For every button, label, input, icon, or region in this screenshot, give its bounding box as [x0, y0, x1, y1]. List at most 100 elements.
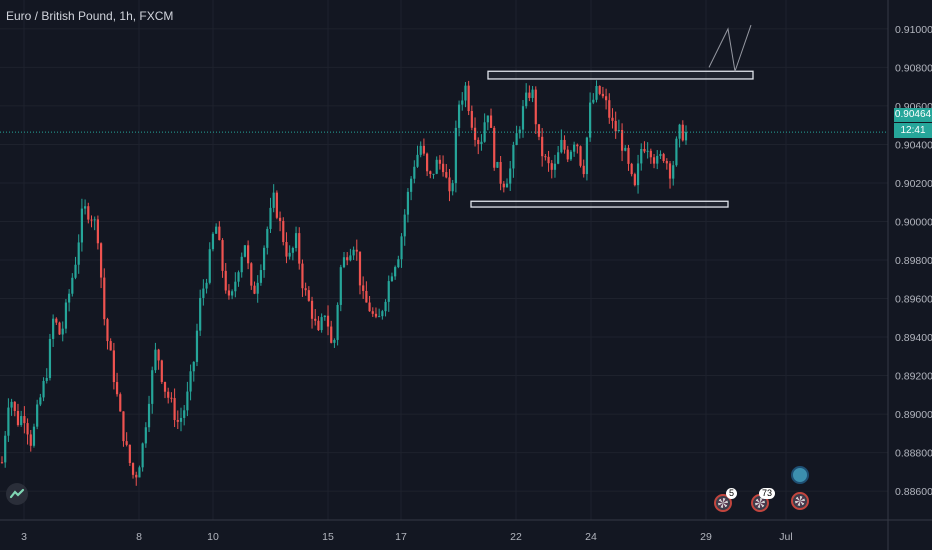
candle-body — [413, 166, 416, 179]
candle-body — [646, 150, 649, 152]
candle-body — [493, 127, 496, 168]
tradingview-logo-icon[interactable] — [6, 483, 28, 505]
price-tick-label: 0.90000 — [895, 216, 932, 228]
price-tick-label: 0.89600 — [895, 294, 932, 306]
candle-body — [678, 124, 681, 139]
candle-body — [7, 407, 10, 436]
economic-event-flag-icon[interactable] — [714, 494, 732, 512]
candle-body — [422, 145, 426, 154]
candle-body — [531, 89, 534, 98]
candle-body — [390, 276, 394, 282]
candle-body — [419, 145, 422, 155]
candle-body — [352, 249, 355, 256]
time-tick-label: 17 — [395, 531, 407, 543]
candle-body — [505, 183, 509, 188]
candle-body — [253, 285, 256, 294]
candle-body — [384, 301, 387, 312]
candle-body — [477, 139, 480, 145]
candle-body — [467, 85, 470, 112]
price-tick-label: 0.88800 — [895, 448, 932, 460]
candle-body — [64, 302, 68, 329]
candle-body — [620, 130, 624, 151]
candle-body — [461, 100, 464, 105]
candle-body — [668, 163, 672, 179]
candle-body — [457, 104, 461, 128]
candle-body — [592, 99, 595, 103]
price-tick-label: 0.89000 — [895, 409, 932, 421]
candle-body — [237, 272, 240, 282]
candle-body — [288, 252, 291, 257]
candle-body — [681, 124, 684, 141]
candle-body — [262, 247, 266, 271]
candle-body — [29, 434, 32, 446]
candle-body — [294, 233, 298, 248]
candle-body — [633, 174, 636, 186]
candle-body — [537, 124, 541, 137]
candle-body — [365, 290, 368, 303]
price-tick-label: 0.90400 — [895, 139, 932, 151]
candle-body — [163, 381, 167, 392]
time-tick-label: 15 — [322, 531, 334, 543]
candle-body — [144, 427, 147, 444]
candle-body — [275, 192, 278, 218]
candle-body — [362, 285, 365, 291]
candle-body — [541, 136, 544, 157]
candle-body — [323, 315, 326, 318]
candle-body — [566, 149, 569, 160]
time-tick-label: 3 — [21, 531, 27, 543]
candle-body — [368, 302, 371, 312]
time-axis: 3 8 10 15 17 22 24 29 Jul — [0, 519, 932, 543]
economic-event-icon[interactable] — [791, 466, 809, 484]
candle-body — [640, 148, 643, 164]
event-badge: 73 — [759, 488, 776, 499]
candle-body — [99, 243, 103, 278]
candle-body — [563, 139, 566, 150]
candle-body — [250, 263, 253, 286]
candle-body — [358, 251, 362, 286]
candle-body — [42, 380, 45, 398]
price-axis: 0.910000.908000.906000.904000.902000.900… — [887, 0, 932, 550]
candle-body — [147, 403, 151, 428]
candle-body — [585, 137, 589, 175]
candle-body — [84, 206, 87, 209]
candle-body — [109, 341, 112, 351]
candle-body — [454, 127, 457, 184]
candle-body — [224, 270, 227, 291]
candle-body — [10, 401, 13, 408]
candle-body — [243, 245, 247, 257]
price-tick-label: 0.90800 — [895, 62, 932, 74]
candle-body — [512, 145, 515, 169]
candle-body — [13, 401, 16, 411]
candle-body — [387, 281, 390, 302]
candle-body — [595, 86, 598, 100]
candle-body — [103, 277, 106, 320]
candle-body — [617, 130, 620, 132]
candle-body — [128, 444, 131, 464]
candle-body — [317, 320, 320, 331]
candle-body — [151, 370, 154, 404]
candle-body — [342, 257, 346, 268]
candle-body — [445, 172, 448, 178]
candle-body — [502, 183, 505, 188]
candle-body — [52, 318, 55, 339]
candle-body — [509, 168, 512, 184]
candle-body — [32, 426, 36, 446]
candle-body — [240, 256, 243, 273]
candle-body — [106, 319, 109, 342]
logo-glyph-icon — [9, 488, 25, 499]
candle-body — [119, 394, 122, 412]
bar-countdown-label: 12:41 — [894, 123, 932, 138]
candle-body — [333, 339, 336, 343]
economic-event-flag-icon[interactable] — [791, 492, 809, 510]
candle-body — [199, 297, 202, 331]
candle-body — [406, 191, 410, 215]
candle-body — [560, 139, 563, 153]
candle-body — [80, 208, 84, 243]
candle-body — [16, 410, 20, 426]
candle-body — [215, 226, 218, 234]
candle-body — [282, 220, 285, 243]
candle-body — [410, 178, 413, 192]
candle-body — [96, 219, 99, 244]
candle-body — [550, 163, 553, 170]
